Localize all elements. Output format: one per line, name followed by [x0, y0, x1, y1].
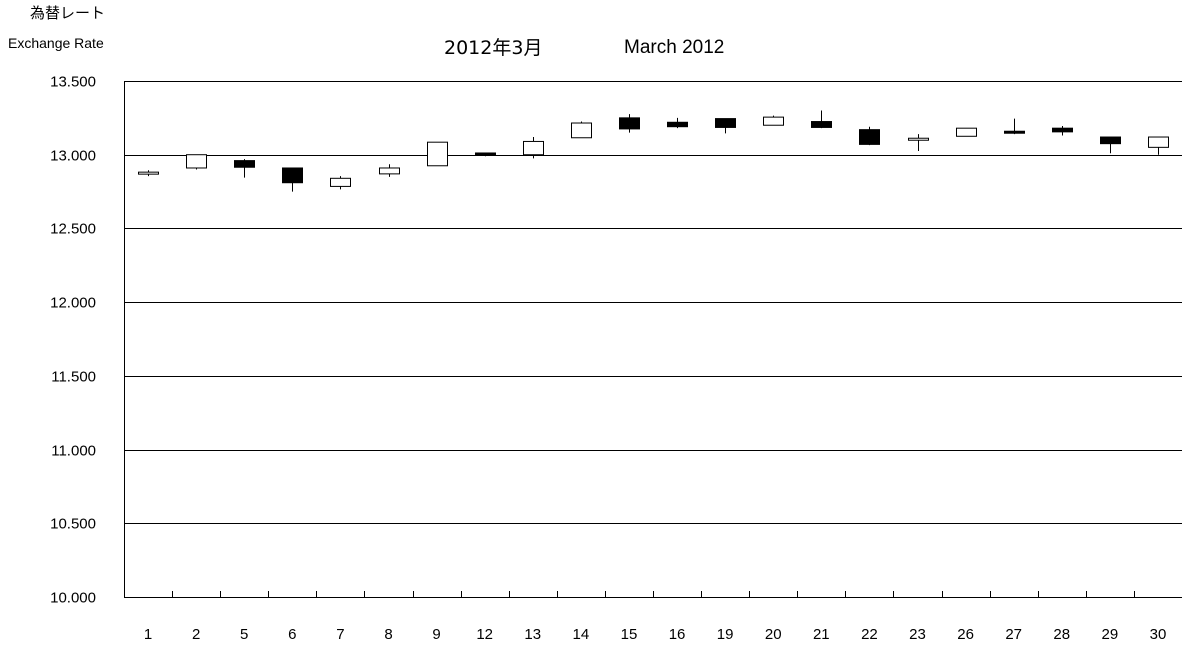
y-tick-label: 13.000 — [50, 148, 96, 165]
candles — [138, 110, 1169, 192]
candle-day-5 — [234, 159, 255, 178]
candle-body-down — [811, 121, 832, 128]
y-axis-label-jp: 為替レート — [30, 4, 106, 22]
candle-body-down — [859, 129, 880, 145]
candle-day-30 — [1148, 136, 1169, 155]
x-tick-label: 7 — [336, 626, 344, 643]
candle-day-12 — [475, 152, 496, 157]
x-tick-label: 6 — [288, 626, 296, 643]
candle-day-21 — [811, 110, 832, 129]
candle-body-up — [571, 122, 592, 139]
candle-body-down — [282, 167, 303, 184]
y-tick-label: 12.500 — [50, 221, 96, 238]
x-tick-labels: 1 2 5 6 7 8 9 12 13 14 15 16 19 20 21 22 23 26 27 28 29 30 — [144, 626, 1166, 643]
candle-body-down — [1100, 136, 1121, 145]
x-tick-label: 23 — [909, 626, 926, 643]
candle-day-1 — [138, 170, 159, 177]
candle-day-8 — [379, 164, 400, 177]
candle-body-up — [956, 127, 977, 137]
x-tick-label: 28 — [1053, 626, 1070, 643]
candle-day-29 — [1100, 136, 1121, 154]
candle-day-19 — [715, 118, 736, 134]
x-tick-label: 8 — [384, 626, 392, 643]
x-tick-label: 1 — [144, 626, 152, 643]
candle-day-16 — [667, 117, 688, 129]
candle-body-up — [523, 140, 544, 156]
x-tick-label: 14 — [573, 626, 590, 643]
candle-day-2 — [186, 154, 207, 170]
candle-day-22 — [859, 126, 880, 146]
x-tick-label: 2 — [192, 626, 200, 643]
candle-body-up — [1148, 136, 1169, 148]
candle-body-down — [715, 118, 736, 128]
candle-body-down — [234, 160, 255, 168]
candle-day-13 — [523, 137, 544, 159]
candle-body-down — [667, 121, 688, 128]
candle-day-9 — [427, 141, 448, 167]
axes — [124, 81, 1182, 598]
candle-day-27 — [1004, 118, 1025, 135]
chart-title-jp: 2012年3月 — [444, 37, 543, 59]
candle-day-6 — [282, 167, 303, 192]
candle-day-23 — [908, 134, 929, 152]
candle-body-down — [475, 152, 496, 156]
candle-body-up — [763, 116, 784, 126]
x-tick-label: 12 — [476, 626, 493, 643]
candle-body-up — [379, 167, 400, 175]
x-tick-label: 16 — [669, 626, 686, 643]
plot-area — [124, 81, 1182, 597]
x-tick-label: 15 — [621, 626, 638, 643]
y-tick-label: 11.000 — [51, 443, 96, 460]
y-tick-label: 12.000 — [50, 295, 96, 312]
x-tick-label: 20 — [765, 626, 782, 643]
candle-body-up — [330, 177, 351, 187]
x-tick-label: 26 — [957, 626, 974, 643]
candle-body-up — [186, 154, 207, 169]
y-axis-label-en: Exchange Rate — [8, 35, 104, 51]
candle-body-up — [138, 171, 159, 175]
y-tick-label: 10.500 — [50, 516, 96, 533]
x-tick-label: 29 — [1102, 626, 1119, 643]
x-tick-label: 21 — [813, 626, 830, 643]
x-tick-label: 22 — [861, 626, 878, 643]
y-tick-label: 10.000 — [50, 590, 96, 607]
candle-body-down — [1004, 130, 1025, 134]
y-tick-label: 11.500 — [51, 369, 96, 386]
candle-day-14 — [571, 121, 592, 139]
candle-day-20 — [763, 115, 784, 126]
x-tick-label: 27 — [1005, 626, 1022, 643]
candle-day-26 — [956, 127, 977, 137]
candle-day-7 — [330, 176, 351, 190]
chart-title-en: March 2012 — [624, 37, 725, 58]
candle-body-up — [908, 137, 929, 141]
x-tick-label: 30 — [1150, 626, 1167, 643]
plot-background — [124, 81, 1182, 597]
x-tick-label: 13 — [524, 626, 541, 643]
y-tick-label: 13.500 — [50, 74, 96, 91]
candle-body-down — [1052, 127, 1073, 133]
y-tick-labels: 13.500 13.000 12.500 12.000 11.500 11.000 10.5… — [50, 74, 96, 607]
candle-body-down — [619, 117, 640, 130]
candle-day-15 — [619, 114, 640, 133]
x-tick-label: 19 — [717, 626, 734, 643]
candle-body-up — [427, 141, 448, 167]
x-tick-label: 5 — [240, 626, 248, 643]
candle-day-28 — [1052, 125, 1073, 136]
x-tick-label: 9 — [432, 626, 440, 643]
